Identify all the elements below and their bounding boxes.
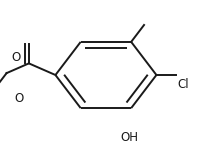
Text: O: O — [14, 92, 23, 105]
Text: Cl: Cl — [177, 78, 189, 91]
Text: O: O — [11, 51, 20, 64]
Text: OH: OH — [121, 131, 139, 144]
